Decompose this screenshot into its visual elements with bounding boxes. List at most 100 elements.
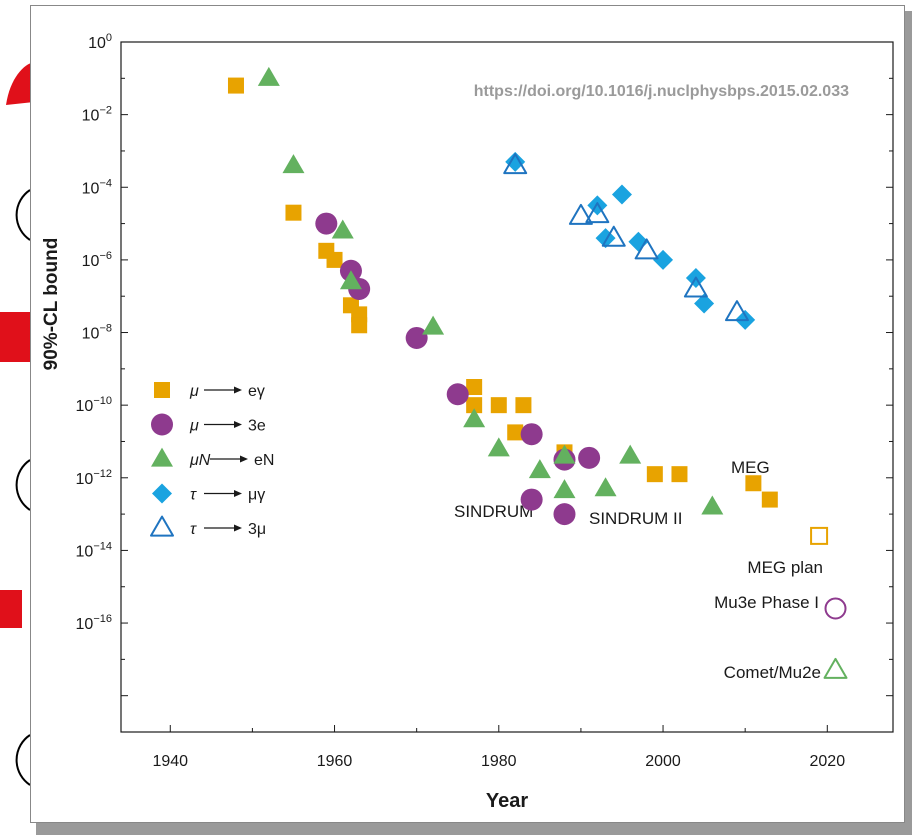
y-tick-label: 10−12 <box>76 468 112 488</box>
y-tick-label: 10−16 <box>76 613 112 633</box>
x-axis: 1940 1960 1980 2000 2020 <box>152 725 845 770</box>
lfv-bound-chart: 10010−210−410−610−810−1010−1210−1410−16 … <box>41 32 894 812</box>
legend-target-2: eN <box>254 452 274 469</box>
legend-target-4: 3μ <box>248 521 266 538</box>
data-point-series-2-6 <box>487 437 510 457</box>
y-tick-label: 10−4 <box>82 177 112 197</box>
data-point-series-4-2 <box>585 202 610 224</box>
data-point-series-4-1 <box>568 203 593 225</box>
sindrum-ii-label: SINDRUM II <box>589 509 683 528</box>
legend-label-2: μN <box>189 452 211 469</box>
mu3e-phase-i-label: Mu3e Phase I <box>714 593 819 612</box>
x-tick-label: 1940 <box>152 753 188 770</box>
data-point-series-2-12 <box>701 495 724 515</box>
data-point-series-1-8 <box>553 503 576 526</box>
legend-label-3: τ <box>190 487 197 504</box>
legend-target-1: 3e <box>248 418 266 435</box>
y-axis: 100 10−2 10−4 10−6 10−8 10−10 10−12 10−14 10−16 <box>76 32 893 733</box>
data-point-series-2-2 <box>331 219 354 239</box>
background-slide-red-fragment <box>6 62 34 105</box>
data-point-series-2-0 <box>257 66 280 86</box>
plot-frame <box>120 41 894 733</box>
legend-label-1: μ <box>189 418 199 435</box>
background-slide-red-block <box>0 312 30 362</box>
chart-frame: 100 10−2 10−4 10−6 10−8 10−10 10−12 10−14 10−16 … <box>30 5 905 823</box>
legend-marker-1 <box>151 413 173 436</box>
doi-annotation: https://doi.org/10.1016/j.nuclphysbps.20… <box>474 83 849 100</box>
data-point-series-3-3 <box>611 184 632 205</box>
legend-marker-2 <box>151 447 173 467</box>
data-point-series-1-0 <box>315 212 338 235</box>
data-point-series-1-5 <box>520 423 543 446</box>
legend-marker-0 <box>154 382 170 398</box>
x-tick-label: 2020 <box>810 753 846 770</box>
legend: μ eγ μ 3e μN eN τ μγ τ 3μ <box>150 382 274 538</box>
sindrum-label: SINDRUM <box>454 502 533 521</box>
data-point-series-4-0 <box>503 153 528 175</box>
data-point-series-0-9 <box>490 397 507 414</box>
legend-target-0: eγ <box>248 383 265 400</box>
y-tick-label: 10−14 <box>76 540 112 560</box>
background-slide-bracket <box>15 734 31 786</box>
legend-arrowhead-0 <box>234 386 242 394</box>
data-point-series-2-10 <box>594 477 617 497</box>
legend-arrowhead-2 <box>240 455 248 463</box>
meg-plan-label: MEG plan <box>747 558 823 577</box>
projection-marker-0 <box>810 526 829 545</box>
y-tick-label: 10−2 <box>82 105 112 125</box>
y-tick-label: 10−6 <box>82 250 112 270</box>
data-point-series-0-8 <box>466 397 483 414</box>
data-point-series-0-14 <box>671 466 688 483</box>
y-axis-label: 90%-CL bound <box>41 238 62 371</box>
data-point-series-2-8 <box>553 444 576 464</box>
legend-marker-3 <box>152 483 172 504</box>
data-point-series-3-0 <box>505 151 526 172</box>
data-point-series-0-7 <box>466 379 483 395</box>
legend-label-0: μ <box>189 383 199 400</box>
data-point-series-0-1 <box>285 204 302 221</box>
plot-area <box>120 41 894 733</box>
data-point-series-2-3 <box>339 270 362 290</box>
data-point-series-3-7 <box>694 293 715 314</box>
data-point-series-2-7 <box>528 459 551 479</box>
legend-arrowhead-1 <box>234 421 242 428</box>
data-point-series-0-0 <box>227 77 244 94</box>
data-point-series-4-5 <box>683 276 708 298</box>
data-point-series-2-11 <box>619 444 642 464</box>
x-tick-label: 1960 <box>317 753 353 770</box>
y-tick-label: 10−10 <box>76 395 112 415</box>
projection-marker-1 <box>824 597 847 620</box>
data-point-series-3-1 <box>587 195 608 216</box>
x-tick-label: 1980 <box>481 753 517 770</box>
meg-label: MEG <box>731 458 770 477</box>
data-point-series-2-9 <box>553 479 576 499</box>
background-slide-bracket <box>15 459 31 511</box>
data-point-series-2-4 <box>422 315 445 335</box>
legend-marker-4 <box>150 515 174 537</box>
background-slide-red-text-fragment <box>0 590 22 628</box>
data-point-series-2-5 <box>463 408 486 428</box>
legend-label-4: τ <box>190 521 197 538</box>
x-axis-label: Year <box>486 790 528 812</box>
data-point-series-1-9 <box>578 446 601 469</box>
y-tick-label: 100 <box>88 32 112 52</box>
projection-marker-2 <box>823 657 848 679</box>
legend-arrowhead-3 <box>234 490 242 497</box>
data-point-series-2-1 <box>282 154 305 174</box>
data-point-series-0-10 <box>507 424 524 441</box>
data-point-series-0-15 <box>745 475 762 492</box>
x-tick-label: 2000 <box>645 753 681 770</box>
data-point-series-0-13 <box>646 466 663 483</box>
data-point-series-4-4 <box>634 238 659 260</box>
frame-shadow-bottom <box>36 823 912 835</box>
data-point-series-4-6 <box>724 300 749 322</box>
data-point-series-3-5 <box>653 249 674 270</box>
data-point-series-4-3 <box>601 225 626 247</box>
data-point-series-0-11 <box>515 397 532 414</box>
y-tick-label: 10−8 <box>82 323 112 343</box>
data-point-series-1-3 <box>405 326 428 349</box>
legend-arrowhead-4 <box>234 524 242 532</box>
data-point-series-0-6 <box>351 317 368 334</box>
data-point-series-1-4 <box>446 383 469 406</box>
background-slide-bracket <box>15 189 31 241</box>
